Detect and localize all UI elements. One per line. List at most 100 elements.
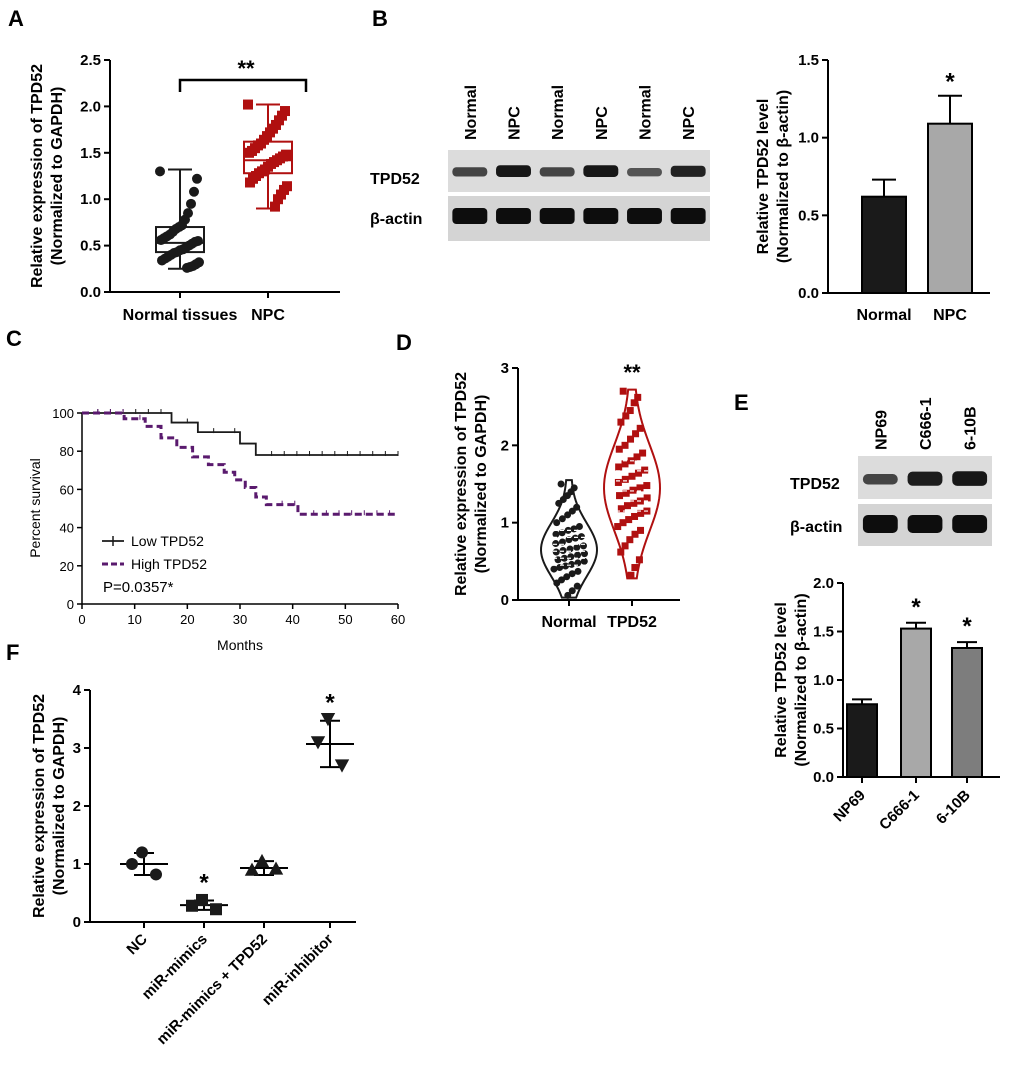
y-tick-label-c: 20 bbox=[60, 559, 74, 574]
data-point-d bbox=[636, 484, 644, 492]
x-tick-label-c: 0 bbox=[78, 612, 85, 627]
y-tick-label-d: 3 bbox=[501, 360, 509, 377]
data-point-d bbox=[567, 553, 575, 561]
legend-label-low-c: Low TPD52 bbox=[131, 533, 204, 549]
data-point-d bbox=[626, 536, 634, 544]
y-tick-label-a: 0.0 bbox=[80, 284, 101, 301]
bar-e bbox=[900, 627, 932, 779]
data-point-d bbox=[631, 530, 639, 538]
y-tick-label-e: 1.5 bbox=[813, 624, 834, 641]
x-tick-label-c: 50 bbox=[338, 612, 352, 627]
data-point-d bbox=[575, 523, 583, 531]
data-point-a bbox=[155, 166, 165, 177]
data-point-d bbox=[617, 548, 625, 556]
data-point-d bbox=[577, 533, 585, 541]
y-tick-label-a: 1.0 bbox=[80, 191, 101, 208]
legend-label-high-c: High TPD52 bbox=[131, 556, 207, 572]
data-point-d bbox=[622, 412, 630, 420]
blot-lane-label-b: NPC bbox=[681, 106, 698, 140]
y-tick-label-c: 60 bbox=[60, 482, 74, 497]
data-point-d bbox=[552, 548, 560, 556]
data-point-d bbox=[573, 582, 581, 590]
blot-band-tpd52-b bbox=[539, 167, 575, 177]
survival-line-c bbox=[82, 412, 398, 456]
data-point-f bbox=[268, 861, 284, 875]
panel-letter-d: D bbox=[396, 330, 412, 355]
data-point-d bbox=[627, 435, 635, 443]
x-axis-label-c: Months bbox=[217, 637, 263, 653]
y-axis-label-f: Relative expression of TPD52 bbox=[31, 694, 48, 918]
x-tick-label-c: 40 bbox=[285, 612, 299, 627]
y-tick-label-b: 1.5 bbox=[798, 52, 819, 69]
data-point-d bbox=[637, 526, 645, 534]
data-point-d bbox=[574, 551, 582, 559]
x-tick-label-c: 30 bbox=[233, 612, 247, 627]
x-tick-label-c: 20 bbox=[180, 612, 194, 627]
blot-band-actin-b bbox=[496, 208, 531, 224]
x-tick-label-a: Normal tissues bbox=[123, 307, 238, 324]
x-tick-label-d: TPD52 bbox=[607, 614, 657, 631]
bar-e bbox=[846, 703, 878, 778]
x-tick-label-b: Normal bbox=[856, 307, 911, 324]
x-tick-label-e: NP69 bbox=[830, 787, 869, 826]
significance-label-f: * bbox=[199, 870, 209, 897]
blot-lane-label-b: NPC bbox=[594, 106, 611, 140]
data-point-f bbox=[136, 846, 148, 859]
data-point-d bbox=[637, 509, 645, 517]
blot-band-tpd52-b bbox=[496, 165, 531, 177]
data-point-a bbox=[273, 194, 283, 205]
blot-membrane-b bbox=[448, 196, 710, 241]
data-point-d bbox=[627, 571, 635, 579]
blot-lane-label-e: 6-10B bbox=[963, 406, 980, 450]
bar-e bbox=[951, 646, 983, 778]
data-point-d bbox=[619, 387, 627, 395]
data-point-d bbox=[628, 472, 636, 480]
blot-b: Normal NPC Normal NPC Normal NPC TPD52 β-actin bbox=[370, 85, 710, 241]
data-point-d bbox=[630, 499, 638, 507]
data-point-d bbox=[617, 418, 625, 426]
blot-row-label-b: β-actin bbox=[370, 211, 422, 228]
data-point-d bbox=[614, 478, 622, 486]
bar-b bbox=[861, 195, 907, 294]
blot-band-tpd52-b bbox=[670, 165, 706, 177]
y-tick-label-e: 0.0 bbox=[813, 769, 834, 786]
data-point-d bbox=[552, 530, 560, 538]
y-axis-label-f: (Normalized to GAPDH) bbox=[51, 717, 68, 896]
y-tick-label-a: 0.5 bbox=[80, 238, 101, 255]
data-point-f bbox=[196, 893, 208, 906]
data-point-d bbox=[557, 480, 565, 488]
data-point-d bbox=[550, 565, 558, 573]
blot-band-actin-e bbox=[907, 515, 943, 533]
chart-b: 0.0 0.5 1.0 1.5 Relative TPD52 level (Normali… bbox=[755, 52, 990, 324]
data-point-d bbox=[621, 441, 629, 449]
x-tick-label-f: NC bbox=[123, 931, 150, 958]
blot-band-actin-b bbox=[583, 208, 619, 224]
y-tick-label-e: 0.5 bbox=[813, 721, 834, 738]
data-point-f bbox=[150, 868, 162, 881]
y-tick-label-f: 2 bbox=[73, 798, 81, 815]
y-axis-label-b: (Normalized to β-actin) bbox=[775, 90, 792, 263]
x-tick-label-f: miR-mimics + TPD52 bbox=[154, 931, 271, 1048]
y-axis-label-e: (Normalized to β-actin) bbox=[793, 593, 810, 766]
blot-band-tpd52-b bbox=[627, 168, 662, 177]
data-point-d bbox=[568, 507, 576, 515]
x-tick-label-a: NPC bbox=[251, 307, 285, 324]
blot-lane-label-b: NPC bbox=[507, 106, 524, 140]
y-axis-label-d: (Normalized to GAPDH) bbox=[473, 395, 490, 574]
y-tick-label-a: 1.5 bbox=[80, 145, 101, 162]
blot-lane-label-b: Normal bbox=[463, 85, 480, 140]
bar-b bbox=[927, 122, 973, 295]
p-value-annotation-c: P=0.0357* bbox=[103, 579, 174, 596]
survival-line-c bbox=[82, 411, 398, 516]
data-point-d bbox=[643, 494, 651, 502]
y-tick-label-e: 1.0 bbox=[813, 672, 834, 689]
blot-row-label-b: TPD52 bbox=[370, 171, 420, 188]
blot-lane-label-e: NP69 bbox=[873, 410, 890, 450]
data-point-d bbox=[626, 407, 634, 415]
data-point-d bbox=[636, 424, 644, 432]
data-point-a bbox=[182, 262, 192, 273]
x-tick-label-e: C666-1 bbox=[876, 787, 923, 834]
chart-a: 0.0 0.5 1.0 1.5 2.0 2.5 Relative expression of… bbox=[29, 52, 340, 324]
panel-letter-f: F bbox=[6, 640, 19, 665]
data-point-d bbox=[621, 475, 629, 483]
